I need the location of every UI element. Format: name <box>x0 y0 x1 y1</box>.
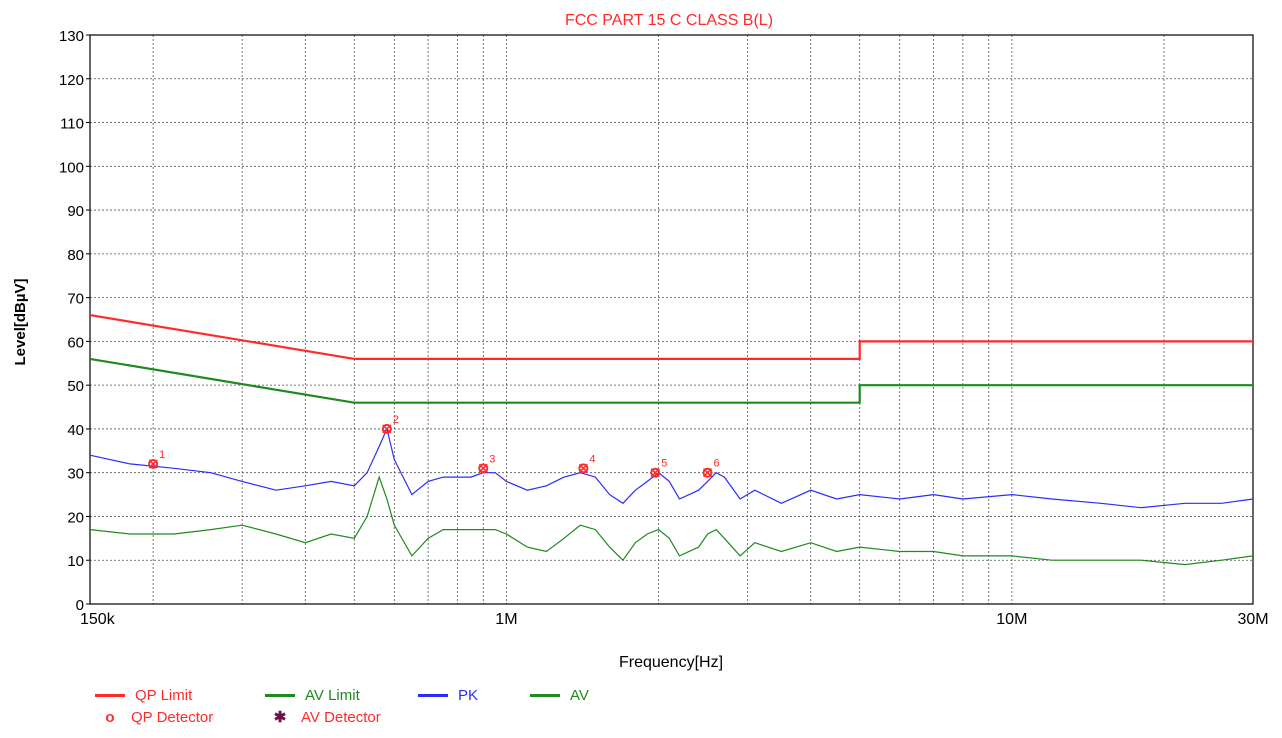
legend-item-av-limit: AV Limit <box>265 685 360 705</box>
marker-cross <box>148 459 158 469</box>
x-tick-label: 1M <box>495 611 517 628</box>
y-tick-label: 90 <box>67 203 84 220</box>
y-tick-label: 50 <box>67 378 84 395</box>
y-tick-label: 60 <box>67 334 84 351</box>
x-tick-label: 10M <box>996 611 1027 628</box>
x-axis-label: Frequency[Hz] <box>619 654 723 671</box>
legend-item-qp-limit: QP Limit <box>95 685 192 705</box>
marker-label: 1 <box>159 449 165 461</box>
marker-cross <box>650 468 660 478</box>
x-tick-label: 30M <box>1237 611 1268 628</box>
y-tick-label: 20 <box>67 509 84 526</box>
legend-swatch <box>530 693 560 697</box>
y-tick-label: 100 <box>59 159 84 176</box>
legend-item-qp-detector: o QP Detector <box>95 707 213 727</box>
circle-icon: o <box>105 708 115 726</box>
marker-point <box>148 458 159 469</box>
legend: QP Limit AV Limit PK AV o QP Detector ✱ … <box>95 683 695 733</box>
plot-frame <box>89 34 1254 605</box>
series-line-qp-limit <box>89 314 1253 360</box>
chart-title: FCC PART 15 C CLASS B(L) <box>565 12 773 29</box>
marker-cross <box>382 424 392 434</box>
series-line-av-limit <box>89 357 1253 404</box>
marker-label: 4 <box>589 453 595 465</box>
series-line-pk <box>89 427 1254 509</box>
y-tick-label: 40 <box>67 422 84 439</box>
marker-label: 2 <box>393 414 399 426</box>
grid <box>90 35 1253 604</box>
marker-point <box>381 423 392 434</box>
y-tick-label: 120 <box>59 72 84 89</box>
legend-label: PK <box>458 686 479 704</box>
y-tick-label: 30 <box>67 466 84 483</box>
marker-label: 5 <box>661 458 667 470</box>
series-group <box>89 314 1254 566</box>
emission-chart: FCC PART 15 C CLASS B(L) 0 10 20 30 40 50 60 70… <box>12 12 1269 671</box>
marker-point <box>578 463 589 474</box>
marker-label: 6 <box>714 458 720 470</box>
asterisk-icon: ✱ <box>273 709 287 726</box>
marker-point <box>478 463 489 474</box>
legend-item-av: AV <box>530 685 589 705</box>
y-tick-label: 0 <box>76 597 84 614</box>
y-tick-label: 130 <box>59 28 84 45</box>
marker-point <box>650 467 661 478</box>
marker-cross <box>578 463 588 473</box>
marker-point <box>702 467 713 478</box>
y-tick-label: 80 <box>67 247 84 264</box>
legend-label: QP Detector <box>131 708 214 726</box>
legend-label: AV Detector <box>301 708 381 726</box>
legend-item-pk: PK <box>418 685 478 705</box>
legend-swatch <box>418 693 448 697</box>
y-axis-label: Level[dBµV] <box>12 279 29 366</box>
legend-swatch <box>95 693 125 697</box>
x-tick-label: 150k <box>80 611 116 628</box>
legend-label: AV <box>570 686 589 704</box>
y-tick-label: 70 <box>67 291 84 308</box>
legend-swatch <box>265 693 295 697</box>
marker-label: 3 <box>489 453 495 465</box>
marker-cross <box>478 463 488 473</box>
x-axis: 150k 1M 10M 30M <box>80 611 1269 628</box>
y-tick-label: 110 <box>60 116 84 133</box>
y-tick-label: 10 <box>67 553 84 570</box>
legend-label: AV Limit <box>305 686 360 704</box>
markers-group: 1 2 3 4 5 6 <box>148 414 720 478</box>
legend-label: QP Limit <box>135 686 193 704</box>
series-line-av <box>89 475 1254 566</box>
legend-item-av-detector: ✱ AV Detector <box>265 707 381 727</box>
marker-cross <box>703 468 713 478</box>
y-axis: 0 10 20 30 40 50 60 70 80 90 100 110 120 130 <box>59 28 90 614</box>
